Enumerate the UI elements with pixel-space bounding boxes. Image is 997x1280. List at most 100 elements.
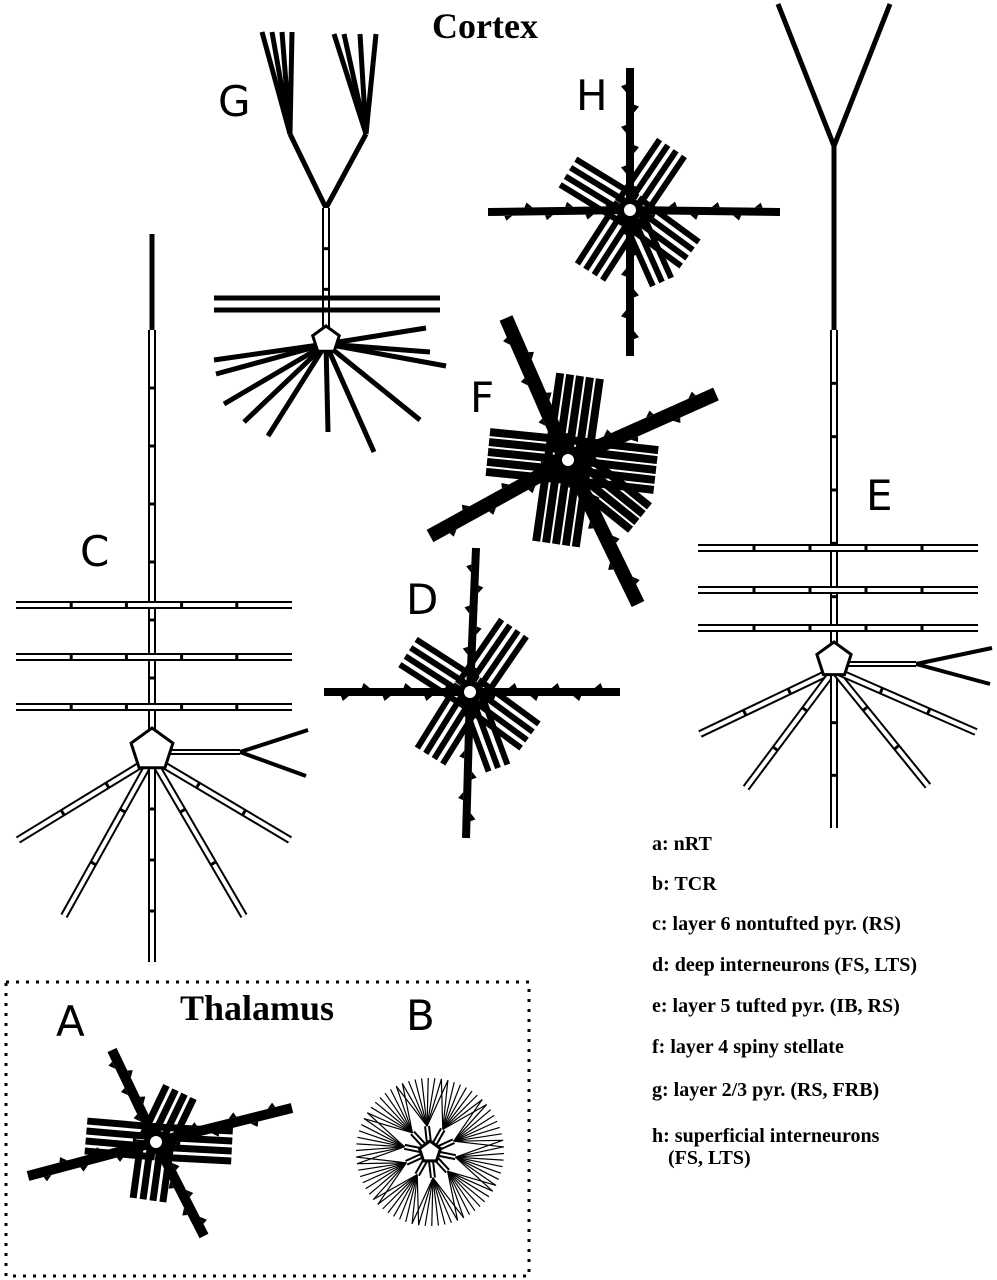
distal-branch bbox=[447, 1170, 490, 1198]
dendrite-bundle bbox=[409, 645, 475, 691]
compartment-tick bbox=[926, 708, 932, 715]
distal-branch bbox=[455, 1156, 499, 1180]
distal-branch bbox=[407, 1080, 428, 1127]
spine bbox=[59, 1157, 68, 1163]
distal-branch bbox=[442, 1094, 478, 1130]
dendrite-bundle bbox=[84, 1147, 156, 1161]
distal-branch bbox=[362, 1162, 407, 1184]
distal-branch bbox=[356, 1162, 407, 1165]
distal-branch bbox=[426, 1079, 449, 1127]
dendrite-bundle bbox=[159, 1143, 175, 1203]
distal-branch bbox=[455, 1156, 504, 1161]
basal-dendrite bbox=[242, 342, 328, 424]
dendrite-core bbox=[150, 756, 292, 842]
compartment-tick bbox=[90, 860, 97, 866]
distal-branch bbox=[455, 1156, 494, 1192]
spine bbox=[546, 392, 552, 401]
apical-branch bbox=[323, 132, 369, 210]
spine bbox=[585, 214, 594, 220]
distal-branch bbox=[447, 1170, 497, 1186]
spine bbox=[382, 696, 391, 701]
dendrite-bundle bbox=[477, 677, 541, 727]
distal-branch bbox=[390, 1089, 413, 1134]
dendrite-bundle bbox=[488, 438, 570, 455]
spine bbox=[524, 202, 533, 208]
spine bbox=[340, 696, 349, 701]
panel-letter-d: D bbox=[406, 575, 438, 624]
dendrite-bundle bbox=[618, 212, 656, 288]
distal-branch bbox=[411, 1174, 418, 1224]
distal-branch bbox=[358, 1162, 407, 1171]
spine bbox=[538, 418, 546, 426]
dendrite-bundle bbox=[156, 1133, 233, 1145]
distal-branch bbox=[424, 1177, 434, 1226]
distal-branch bbox=[372, 1174, 418, 1201]
legend-item-d: d: deep interneurons (FS, LTS) bbox=[652, 954, 917, 976]
apical-tuft-branch bbox=[357, 33, 369, 135]
spine bbox=[612, 535, 620, 543]
distal-branch bbox=[447, 1170, 470, 1215]
spine bbox=[267, 1102, 276, 1109]
dendrite-bundle bbox=[544, 372, 565, 458]
dendrite-bundle bbox=[558, 182, 624, 226]
compartment-tick bbox=[893, 744, 900, 751]
soma-h bbox=[624, 204, 636, 216]
spine bbox=[634, 104, 639, 113]
dendrite-bundle bbox=[637, 195, 701, 245]
panel-letter-b: B bbox=[406, 991, 435, 1040]
spine bbox=[471, 771, 477, 780]
cortex-title: Cortex bbox=[432, 6, 538, 46]
compartment-tick bbox=[862, 705, 869, 712]
distal-branch bbox=[356, 1146, 405, 1165]
distal-branch bbox=[432, 1177, 459, 1221]
spine bbox=[551, 683, 560, 688]
distal-branch bbox=[455, 1146, 504, 1158]
compartment-tick bbox=[801, 706, 808, 713]
distal-branch bbox=[447, 1170, 494, 1192]
spine bbox=[565, 201, 574, 207]
spine bbox=[690, 214, 699, 220]
spine bbox=[478, 585, 484, 594]
basal-dendrite bbox=[222, 341, 328, 407]
spine bbox=[621, 268, 626, 277]
spine bbox=[573, 696, 582, 701]
distal-branch bbox=[455, 1156, 502, 1174]
spine bbox=[403, 683, 412, 688]
basal-dendrite bbox=[265, 342, 329, 438]
spine bbox=[470, 813, 476, 822]
basal-dendrite bbox=[325, 341, 431, 355]
spine bbox=[120, 1087, 129, 1096]
distal-branch bbox=[401, 1083, 428, 1127]
spine bbox=[503, 337, 511, 345]
spine bbox=[461, 504, 470, 511]
spine bbox=[508, 683, 517, 688]
spine bbox=[634, 331, 639, 340]
legend-item-h: h: superficial interneurons bbox=[652, 1125, 880, 1147]
distal-branch bbox=[442, 1084, 462, 1130]
spine bbox=[127, 1070, 133, 1078]
spine bbox=[199, 1216, 207, 1224]
dendrite-bundle bbox=[574, 200, 620, 266]
dendrite-bundle bbox=[574, 156, 640, 200]
distal-branch bbox=[382, 1174, 418, 1210]
spine bbox=[528, 485, 536, 494]
dendrite-bundle bbox=[554, 374, 575, 460]
spine bbox=[108, 1061, 116, 1069]
apical-tuft-branch bbox=[775, 3, 837, 147]
soma-g bbox=[310, 324, 342, 353]
distal-branch bbox=[453, 1109, 492, 1142]
dendrite-bundle bbox=[636, 204, 674, 280]
distal-branch bbox=[358, 1130, 405, 1148]
distal-branch bbox=[366, 1112, 405, 1148]
distal-branch bbox=[432, 1177, 440, 1226]
dendrite-bundle bbox=[562, 460, 640, 526]
dendrite-bundle bbox=[86, 1127, 157, 1141]
compartment-tick bbox=[195, 782, 201, 789]
distal-branch bbox=[442, 1090, 473, 1130]
compartment-tick bbox=[210, 860, 217, 866]
compartment-tick bbox=[772, 745, 779, 752]
dendrite-core bbox=[150, 756, 246, 918]
spine bbox=[466, 564, 472, 573]
dendrite-bundle bbox=[86, 1117, 158, 1131]
distal-branch bbox=[395, 1085, 428, 1127]
